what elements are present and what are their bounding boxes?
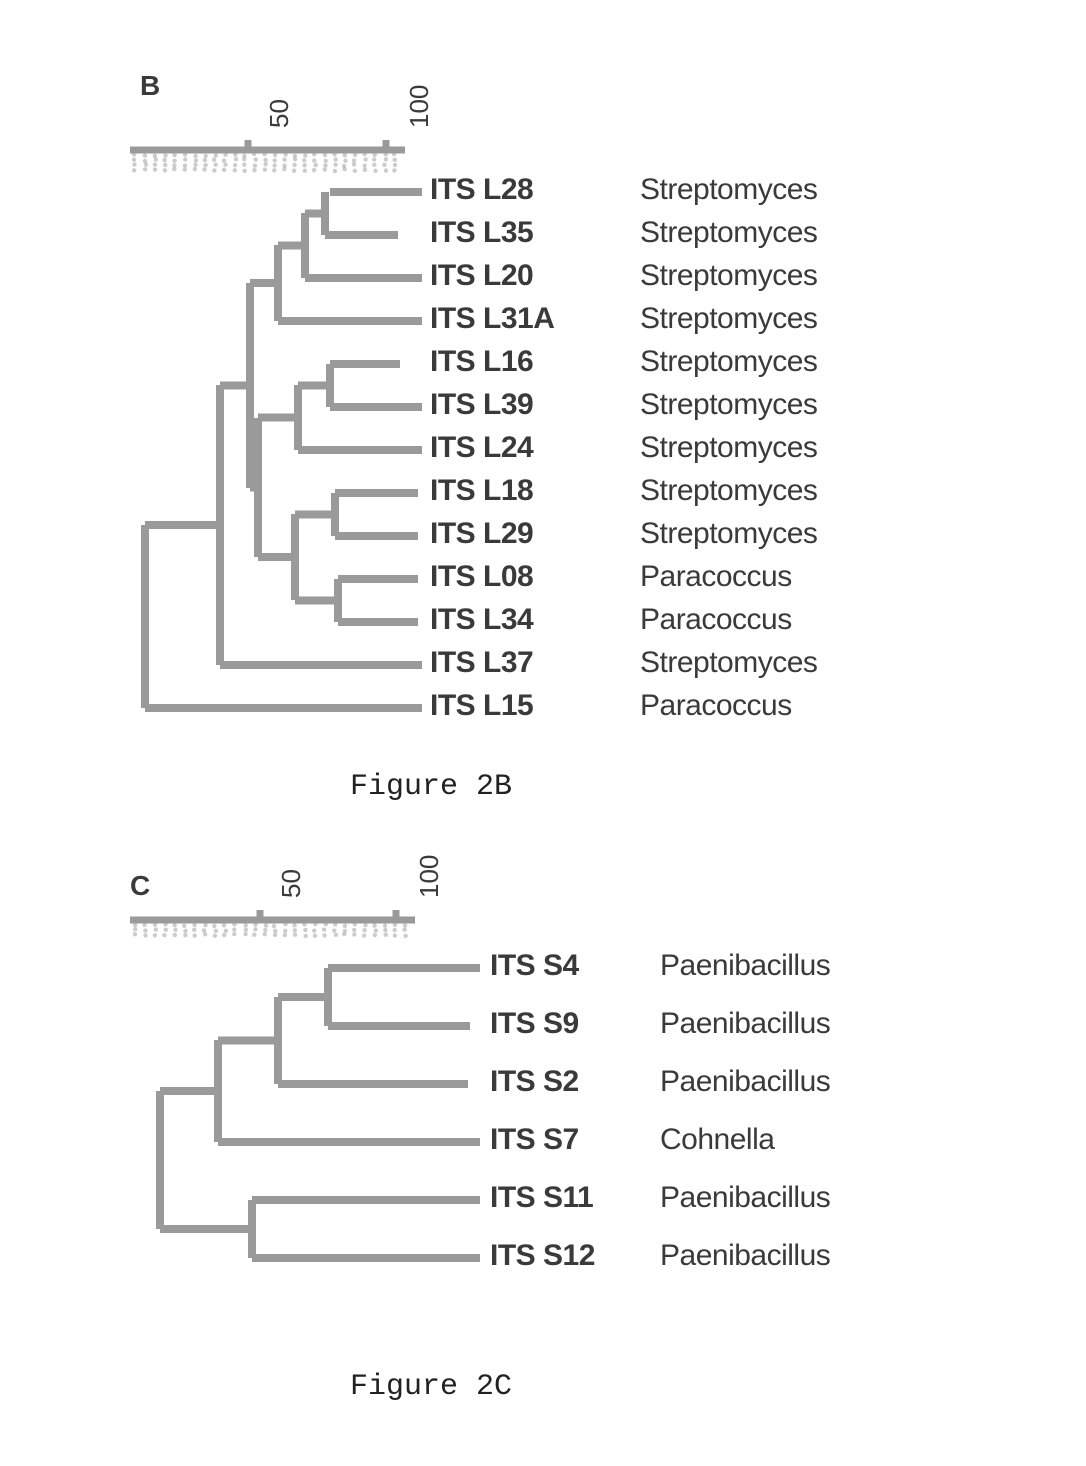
leaf-id: ITS L35 — [430, 216, 533, 250]
leaf-id: ITS S9 — [490, 1007, 579, 1041]
scale-tick-label: 50 — [276, 869, 307, 898]
leaf-id: ITS L34 — [430, 603, 533, 637]
scale-tick-label: 100 — [404, 85, 435, 128]
leaf-id: ITS S7 — [490, 1123, 579, 1157]
leaf-genus: Paracoccus — [640, 560, 792, 594]
leaf-id: ITS L31A — [430, 302, 554, 336]
page: B ITS L28StreptomycesITS L35Streptomyces… — [0, 0, 1086, 1466]
leaf-id: ITS L20 — [430, 259, 533, 293]
leaf-id: ITS L08 — [430, 560, 533, 594]
leaf-genus: Paracoccus — [640, 689, 792, 723]
leaf-genus: Streptomyces — [640, 345, 817, 379]
leaf-id: ITS L16 — [430, 345, 533, 379]
leaf-genus: Streptomyces — [640, 388, 817, 422]
leaf-genus: Paenibacillus — [660, 1181, 830, 1215]
leaf-id: ITS L28 — [430, 173, 533, 207]
leaf-genus: Paenibacillus — [660, 1239, 830, 1273]
leaf-id: ITS L24 — [430, 431, 533, 465]
tree-b-svg — [0, 0, 1086, 790]
leaf-genus: Streptomyces — [640, 517, 817, 551]
leaf-id: ITS S4 — [490, 949, 579, 983]
scale-tick-label: 50 — [264, 99, 295, 128]
leaf-genus: Cohnella — [660, 1123, 774, 1157]
tree-c-svg — [0, 820, 1086, 1380]
leaf-genus: Streptomyces — [640, 302, 817, 336]
leaf-genus: Paracoccus — [640, 603, 792, 637]
leaf-id: ITS L29 — [430, 517, 533, 551]
leaf-genus: Streptomyces — [640, 259, 817, 293]
leaf-id: ITS S11 — [490, 1181, 593, 1215]
figure-2b-caption: Figure 2B — [350, 770, 512, 804]
leaf-id: ITS L18 — [430, 474, 533, 508]
figure-2c-caption: Figure 2C — [350, 1370, 512, 1404]
leaf-genus: Paenibacillus — [660, 949, 830, 983]
leaf-id: ITS L37 — [430, 646, 533, 680]
leaf-genus: Paenibacillus — [660, 1065, 830, 1099]
leaf-genus: Streptomyces — [640, 431, 817, 465]
scale-tick-label: 100 — [414, 855, 445, 898]
leaf-genus: Streptomyces — [640, 474, 817, 508]
leaf-genus: Paenibacillus — [660, 1007, 830, 1041]
leaf-id: ITS S2 — [490, 1065, 579, 1099]
leaf-id: ITS L15 — [430, 689, 533, 723]
leaf-genus: Streptomyces — [640, 173, 817, 207]
leaf-genus: Streptomyces — [640, 646, 817, 680]
leaf-genus: Streptomyces — [640, 216, 817, 250]
leaf-id: ITS S12 — [490, 1239, 595, 1273]
leaf-id: ITS L39 — [430, 388, 533, 422]
